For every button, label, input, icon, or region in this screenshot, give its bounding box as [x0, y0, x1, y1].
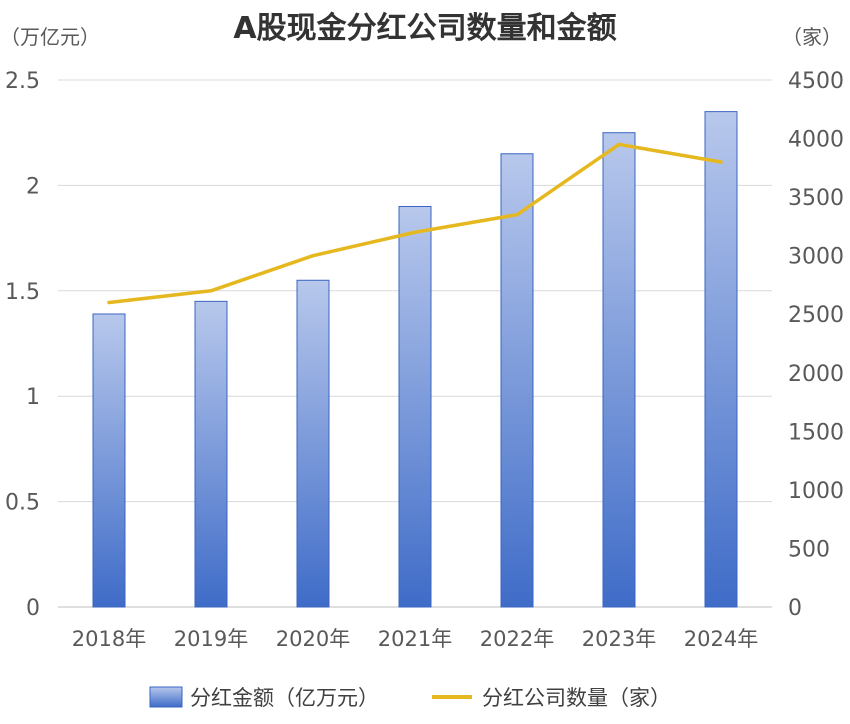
- legend-bar-swatch: [149, 686, 183, 708]
- chart-title: A股现金分红公司数量和金额: [233, 11, 616, 46]
- line-point: [719, 160, 723, 164]
- x-axis-ticks: 2018年 2019年 2020年 2021年 2022年 2023年 2024年: [72, 627, 758, 651]
- bar: [704, 111, 738, 608]
- right-tick-label: 1500: [788, 420, 844, 445]
- right-axis-ticks: 0 500 1000 1500 2000 2500 3000 3500 4000 4500: [788, 69, 844, 621]
- x-tick-label: 2021年: [378, 627, 452, 651]
- x-tick-label: 2022年: [480, 627, 554, 651]
- right-tick-label: 2500: [788, 303, 844, 328]
- left-tick-label: 1: [26, 385, 40, 410]
- bar-series: [92, 111, 738, 608]
- line-point: [107, 300, 111, 305]
- right-tick-label: 0: [788, 596, 802, 621]
- x-tick-label: 2023年: [582, 627, 656, 651]
- right-tick-label: 4000: [788, 128, 844, 153]
- legend-line-label: 分红公司数量（家）: [482, 686, 671, 710]
- legend: 分红金额（亿万元） 分红公司数量（家）: [149, 686, 671, 710]
- left-tick-label: 0.5: [5, 491, 40, 516]
- bar: [194, 300, 228, 608]
- right-axis-unit: （家）: [782, 25, 842, 49]
- right-tick-label: 500: [788, 537, 830, 562]
- x-tick-label: 2024年: [684, 627, 758, 651]
- bar: [398, 205, 432, 608]
- left-tick-label: 0: [26, 596, 40, 621]
- right-tick-label: 3500: [788, 186, 844, 211]
- right-tick-label: 1000: [788, 479, 844, 504]
- line-point: [311, 254, 315, 258]
- x-tick-label: 2020年: [276, 627, 350, 651]
- right-tick-label: 4500: [788, 69, 844, 94]
- line-point: [209, 289, 213, 293]
- line-series: [107, 142, 723, 305]
- line-point: [617, 142, 621, 147]
- left-axis-ticks: 0 0.5 1 1.5 2 2.5: [5, 69, 40, 621]
- bar: [500, 153, 534, 608]
- bar: [602, 132, 636, 608]
- x-tick-label: 2019年: [174, 627, 248, 651]
- legend-bar-label: 分红金额（亿万元）: [190, 686, 379, 710]
- right-tick-label: 3000: [788, 245, 844, 270]
- line-point: [515, 213, 519, 217]
- x-tick-label: 2018年: [72, 627, 146, 651]
- right-tick-label: 2000: [788, 362, 844, 387]
- bar: [296, 279, 330, 608]
- left-tick-label: 2: [26, 174, 40, 199]
- left-tick-label: 2.5: [5, 69, 40, 94]
- left-axis-unit: （万亿元）: [0, 25, 100, 49]
- left-tick-label: 1.5: [5, 280, 40, 305]
- line-point: [413, 230, 417, 234]
- bar: [92, 313, 126, 608]
